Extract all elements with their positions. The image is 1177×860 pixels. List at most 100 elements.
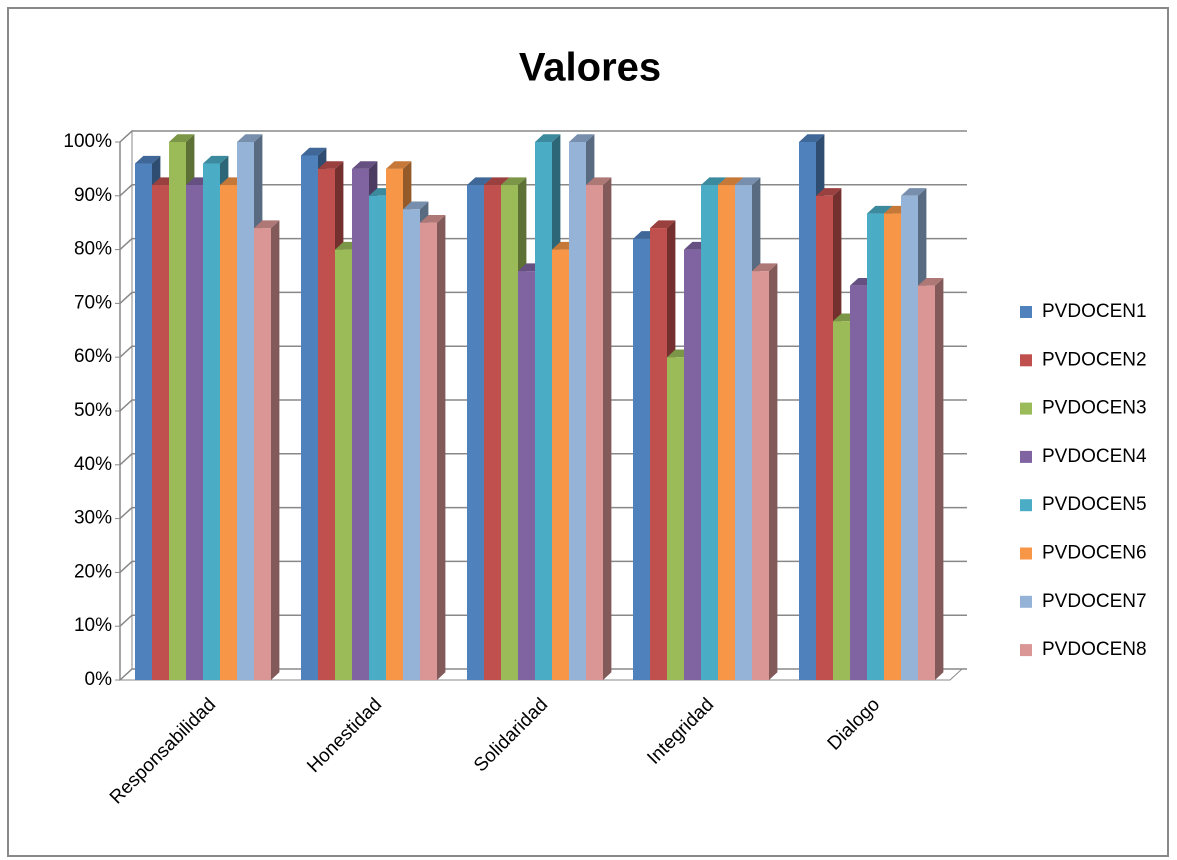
y-tick-label: 0% [85, 669, 113, 690]
bar-front [420, 222, 437, 680]
bar-top [816, 188, 842, 196]
bar-front [518, 271, 535, 680]
legend-swatch [1020, 450, 1032, 463]
bar-front [352, 168, 369, 680]
legend-swatch [1020, 595, 1032, 608]
y-tick-label: 50% [74, 400, 112, 421]
bar-top [484, 177, 510, 186]
bar-front [850, 285, 867, 680]
bar-front [467, 185, 484, 681]
legend-label: PVDOCEN6 [1042, 543, 1147, 564]
y-tick-label: 90% [74, 185, 112, 206]
y-tick-label: 40% [74, 454, 112, 475]
legend-swatch [1020, 547, 1032, 560]
y-tick-label: 100% [63, 131, 112, 152]
bar-front [135, 163, 152, 680]
bar-front [484, 185, 501, 681]
bar-front [735, 185, 752, 681]
bar-front [701, 185, 718, 681]
bar-front [254, 228, 271, 680]
grid-line [119, 184, 967, 197]
bar-top [867, 205, 893, 214]
bar-front [403, 209, 420, 680]
bar [420, 215, 446, 680]
legend-label: PVDOCEN3 [1042, 398, 1147, 419]
bar-top [237, 134, 263, 142]
bar-top [569, 134, 595, 142]
bar-top [386, 161, 412, 169]
y-tick-label: 30% [74, 508, 112, 529]
bar-front [501, 185, 518, 681]
legend-label: PVDOCEN5 [1042, 494, 1147, 515]
bar-top [650, 220, 676, 229]
bar [254, 220, 280, 680]
bar-front [569, 142, 586, 680]
bar-front [752, 271, 769, 680]
bar-front [220, 185, 237, 681]
bar-front [237, 142, 254, 680]
bar-top [735, 177, 761, 186]
bar-front [586, 185, 603, 681]
bar-side [769, 263, 778, 680]
bar-top [901, 188, 927, 196]
bar-front [867, 213, 884, 680]
bar-top [403, 201, 429, 210]
bar-side [437, 215, 446, 680]
bar-top [467, 177, 493, 186]
bar-front [203, 163, 220, 680]
bar-front [369, 195, 386, 681]
legend-label: PVDOCEN8 [1042, 639, 1147, 660]
bar-top [420, 215, 446, 223]
bar-front [552, 249, 569, 680]
bar-front [335, 249, 352, 680]
bar-front [816, 195, 833, 681]
bar [752, 263, 778, 680]
y-tick-label: 20% [74, 561, 112, 582]
bar-top [352, 161, 378, 169]
bar-top [701, 177, 727, 186]
bar-side [271, 220, 280, 680]
legend-swatch [1020, 499, 1032, 512]
legend-label: PVDOCEN2 [1042, 349, 1147, 370]
bar-front [301, 155, 318, 680]
bar-top [501, 177, 527, 186]
grid-line [119, 237, 967, 251]
bar [586, 177, 612, 681]
bar-front [833, 321, 850, 680]
bar-top [752, 263, 778, 272]
bar-top [535, 134, 561, 142]
chart-title: Valores [519, 46, 661, 90]
bar-top [799, 134, 825, 142]
legend-swatch [1020, 402, 1032, 415]
bar-front [667, 357, 684, 680]
bar [918, 277, 944, 680]
bar-front [799, 142, 816, 680]
bar-top [254, 220, 280, 229]
y-tick-label: 70% [74, 292, 112, 313]
legend-swatch [1020, 644, 1032, 657]
bar-front [386, 168, 403, 680]
bar-top [169, 134, 195, 142]
bar-front [152, 185, 169, 681]
bar-top [301, 147, 327, 156]
bar-top [135, 155, 161, 164]
y-tick-label: 10% [74, 615, 112, 636]
legend-swatch [1020, 306, 1032, 318]
bar-front [633, 238, 650, 680]
legend-swatch [1020, 354, 1032, 367]
bar-side [603, 177, 612, 680]
bar-front [318, 168, 335, 680]
bar-side [935, 277, 944, 680]
bar-top [918, 277, 944, 286]
bar-front [684, 249, 701, 680]
bar-front [901, 195, 918, 681]
bar-top [718, 177, 744, 186]
bar-front [186, 185, 203, 681]
legend-label: PVDOCEN1 [1042, 301, 1147, 322]
y-tick-label: 60% [74, 346, 112, 367]
bar-front [884, 213, 901, 680]
legend-label: PVDOCEN4 [1042, 446, 1147, 467]
bar-top [318, 161, 344, 169]
bar-front [718, 185, 735, 681]
